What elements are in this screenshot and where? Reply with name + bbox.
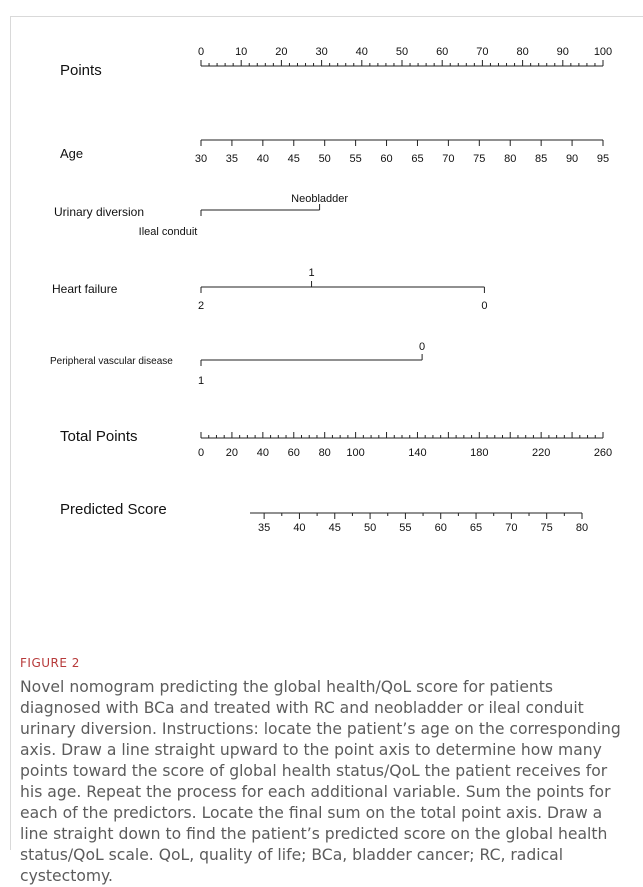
tick-label: 60 — [288, 447, 300, 459]
tick-label: 65 — [470, 522, 482, 534]
tick-label: 40 — [257, 153, 269, 165]
tick-label: 220 — [532, 447, 550, 459]
tick-label: 45 — [329, 522, 341, 534]
tick-label: 140 — [408, 447, 426, 459]
axis-peripheral-vascular-disease: Peripheral vascular disease 1 0 — [50, 341, 425, 387]
tick-label: 30 — [315, 46, 327, 58]
tick-label: 90 — [566, 153, 578, 165]
axis-points: Points 0 10 20 30 40 50 60 70 80 90 100 — [60, 46, 612, 79]
axis-urinary-diversion: Urinary diversion Ileal conduit Neobladder — [54, 193, 348, 238]
tick-label: 75 — [541, 522, 553, 534]
tick-label: 35 — [258, 522, 270, 534]
tick-label: 60 — [435, 522, 447, 534]
figure-label: FIGURE 2 — [20, 656, 80, 670]
level-label: 0 — [481, 300, 487, 312]
tick-label: 40 — [356, 46, 368, 58]
tick-label: 80 — [516, 46, 528, 58]
axis-title: Urinary diversion — [54, 205, 144, 219]
tick-label: 50 — [364, 522, 376, 534]
left-border-rule — [10, 16, 11, 850]
level-label: 2 — [198, 300, 204, 312]
tick-label: 20 — [275, 46, 287, 58]
tick-label: 10 — [235, 46, 247, 58]
axis-title: Heart failure — [52, 282, 118, 296]
axis-title: Points — [60, 62, 102, 79]
tick-label: 50 — [319, 153, 331, 165]
tick-label: 50 — [396, 46, 408, 58]
tick-label: 70 — [476, 46, 488, 58]
tick-label: 180 — [470, 447, 488, 459]
tick-label: 0 — [198, 447, 204, 459]
axis-predicted-score: Predicted Score 35 40 45 50 55 60 65 70 75 80 — [60, 501, 588, 534]
tick-label: 0 — [198, 46, 204, 58]
tick-label: 100 — [346, 447, 364, 459]
tick-label: 40 — [293, 522, 305, 534]
tick-label: 60 — [380, 153, 392, 165]
tick-label: 30 — [195, 153, 207, 165]
tick-label: 70 — [505, 522, 517, 534]
top-border-rule — [10, 16, 643, 17]
axis-title: Predicted Score — [60, 501, 167, 518]
tick-label: 65 — [411, 153, 423, 165]
tick-label: 60 — [436, 46, 448, 58]
axis-title: Age — [60, 146, 83, 161]
level-label: Neobladder — [291, 193, 348, 205]
tick-label: 55 — [349, 153, 361, 165]
tick-label: 40 — [257, 447, 269, 459]
axis-age: Age 30 35 40 45 50 55 60 65 70 75 80 85 90 95 — [60, 139, 609, 165]
level-label: 0 — [419, 341, 425, 353]
tick-label: 35 — [226, 153, 238, 165]
figure-caption: Novel nomogram predicting the global hea… — [20, 678, 621, 885]
tick-label: 85 — [535, 153, 547, 165]
level-label: 1 — [198, 375, 204, 387]
tick-label: 95 — [597, 153, 609, 165]
tick-label: 45 — [288, 153, 300, 165]
tick-label: 20 — [226, 447, 238, 459]
tick-label: 100 — [594, 46, 612, 58]
tick-label: 80 — [504, 153, 516, 165]
axis-title: Peripheral vascular disease — [50, 356, 173, 367]
axis-total-points: Total Points 0 20 40 60 80 100 140 180 220 260 — [60, 428, 612, 459]
tick-label: 80 — [576, 522, 588, 534]
tick-label: 70 — [442, 153, 454, 165]
tick-label: 80 — [319, 447, 331, 459]
tick-label: 55 — [399, 522, 411, 534]
tick-label: 260 — [594, 447, 612, 459]
tick-label: 90 — [557, 46, 569, 58]
tick-label: 75 — [473, 153, 485, 165]
level-label: Ileal conduit — [139, 226, 198, 238]
axis-heart-failure: Heart failure 2 1 0 — [52, 267, 487, 312]
level-label: 1 — [308, 267, 314, 279]
figure-panel: Points 0 10 20 30 40 50 60 70 80 90 100 Age 30 35 40 45… — [10, 16, 643, 885]
axis-title: Total Points — [60, 428, 138, 445]
